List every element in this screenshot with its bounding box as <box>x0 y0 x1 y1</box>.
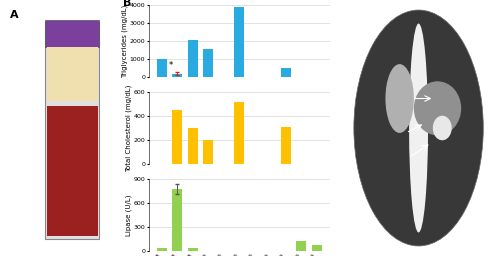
Bar <box>172 74 182 77</box>
Bar <box>234 7 244 77</box>
Ellipse shape <box>409 24 428 232</box>
Bar <box>172 110 182 164</box>
Ellipse shape <box>354 10 484 246</box>
Text: A: A <box>10 10 19 20</box>
Bar <box>312 244 322 251</box>
Y-axis label: Lipase (U/L): Lipase (U/L) <box>126 194 132 236</box>
Bar <box>188 128 198 164</box>
Bar <box>172 189 182 251</box>
Bar <box>46 106 98 236</box>
Bar <box>188 40 198 77</box>
Y-axis label: Total Cholesterol (mg/dL): Total Cholesterol (mg/dL) <box>126 84 132 172</box>
Bar <box>46 22 99 239</box>
Ellipse shape <box>433 116 452 140</box>
Bar <box>281 68 291 77</box>
Bar <box>204 49 214 77</box>
Bar <box>234 102 244 164</box>
Bar <box>157 59 167 77</box>
Bar <box>157 248 167 251</box>
Bar <box>46 20 99 47</box>
Text: *: * <box>168 61 172 70</box>
Bar <box>296 241 306 251</box>
Text: C: C <box>346 10 354 20</box>
Bar <box>281 127 291 164</box>
Bar <box>188 248 198 251</box>
Text: B: B <box>123 0 132 8</box>
Ellipse shape <box>386 64 414 133</box>
Bar <box>46 47 98 101</box>
Ellipse shape <box>414 81 461 135</box>
Y-axis label: Triglycerides (mg/dL): Triglycerides (mg/dL) <box>122 4 128 78</box>
Bar <box>204 140 214 164</box>
